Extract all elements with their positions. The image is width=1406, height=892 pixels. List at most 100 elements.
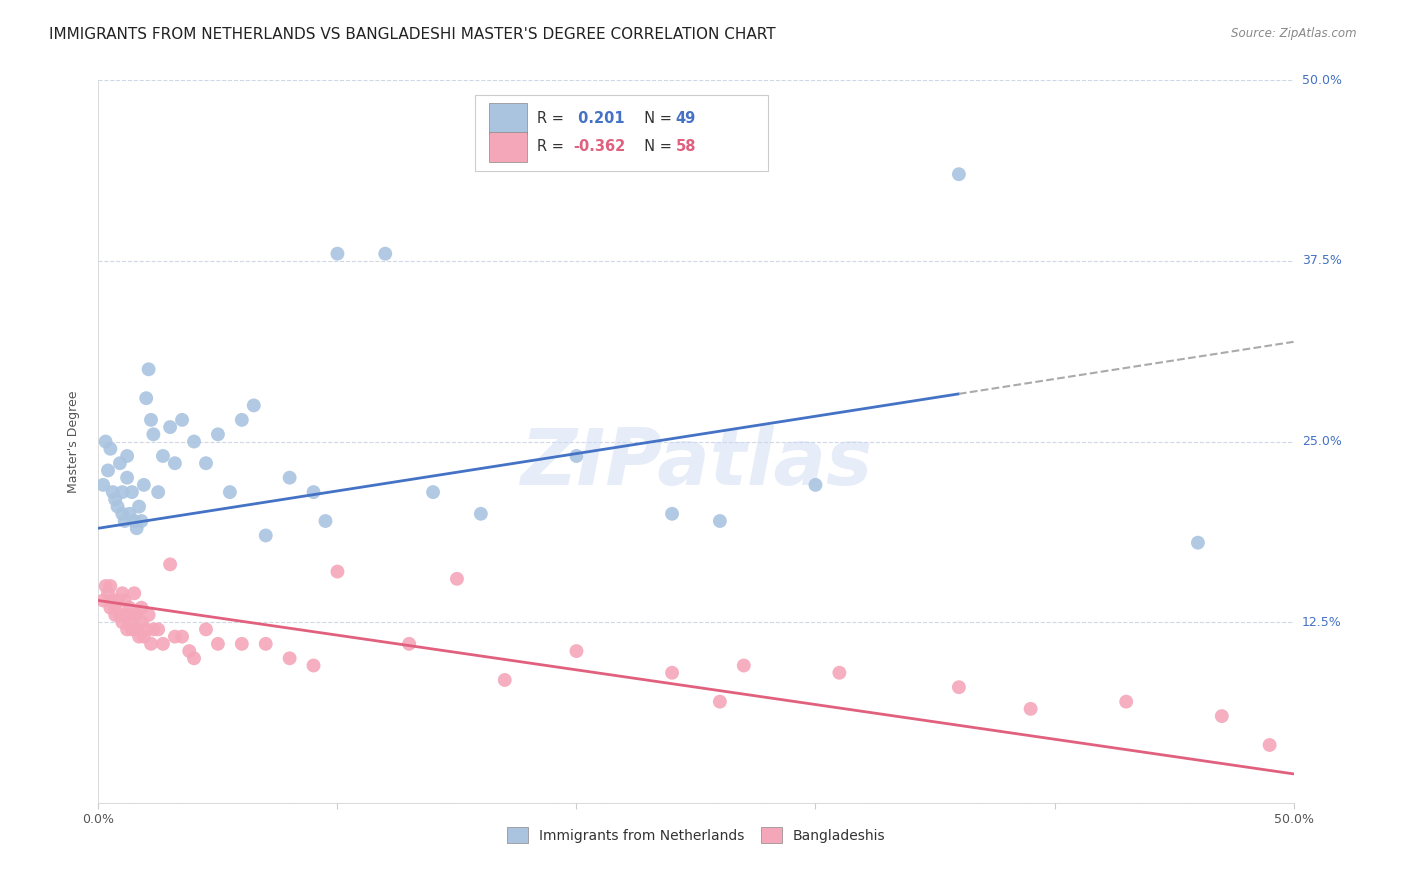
Y-axis label: Master's Degree: Master's Degree xyxy=(67,391,80,492)
Point xyxy=(152,637,174,651)
Point xyxy=(142,623,165,637)
Point xyxy=(97,463,120,477)
Point xyxy=(1019,702,1042,716)
Point xyxy=(398,637,420,651)
Point xyxy=(948,167,970,181)
Point xyxy=(98,442,122,456)
Point xyxy=(565,449,588,463)
Point xyxy=(139,637,162,651)
Text: 49: 49 xyxy=(676,112,696,126)
Point xyxy=(1187,535,1209,549)
Point xyxy=(121,623,143,637)
Point xyxy=(124,607,146,622)
Point xyxy=(231,413,253,427)
Point xyxy=(121,485,143,500)
Point xyxy=(124,586,146,600)
Bar xyxy=(489,132,527,162)
Point xyxy=(101,593,124,607)
Point xyxy=(148,485,170,500)
Point xyxy=(1211,709,1233,723)
Point xyxy=(302,658,325,673)
Point xyxy=(219,485,242,500)
Point xyxy=(125,607,148,622)
Point xyxy=(159,420,181,434)
Point xyxy=(131,600,153,615)
Point xyxy=(104,492,127,507)
Point xyxy=(138,607,160,622)
Text: 37.5%: 37.5% xyxy=(1302,254,1341,268)
Point xyxy=(135,623,157,637)
Point xyxy=(302,485,325,500)
Point xyxy=(114,514,136,528)
Text: 12.5%: 12.5% xyxy=(1302,615,1341,629)
Point xyxy=(118,615,141,630)
Point xyxy=(115,623,138,637)
Point xyxy=(125,623,148,637)
Point xyxy=(91,593,114,607)
Point xyxy=(183,651,205,665)
Point xyxy=(804,478,827,492)
Point xyxy=(98,579,122,593)
Bar xyxy=(489,103,527,134)
Text: -0.362: -0.362 xyxy=(572,139,626,154)
Point xyxy=(128,630,150,644)
Point xyxy=(104,600,127,615)
Point xyxy=(172,630,194,644)
Point xyxy=(326,565,349,579)
Point xyxy=(661,507,683,521)
Point xyxy=(101,485,124,500)
Point xyxy=(828,665,851,680)
Point xyxy=(422,485,444,500)
Point xyxy=(195,623,218,637)
Point xyxy=(494,673,516,687)
Text: Source: ZipAtlas.com: Source: ZipAtlas.com xyxy=(1232,27,1357,40)
Text: R =: R = xyxy=(537,139,568,154)
Text: R =: R = xyxy=(537,112,568,126)
Point xyxy=(98,600,122,615)
Text: ZIPatlas: ZIPatlas xyxy=(520,425,872,501)
Point xyxy=(374,246,396,260)
Point xyxy=(179,644,201,658)
Point xyxy=(172,413,194,427)
Point xyxy=(111,586,134,600)
Point xyxy=(948,680,970,694)
Point xyxy=(315,514,337,528)
Point xyxy=(128,500,150,514)
Point xyxy=(661,665,683,680)
Point xyxy=(132,478,155,492)
FancyBboxPatch shape xyxy=(475,95,768,170)
Point xyxy=(163,630,186,644)
Point xyxy=(709,695,731,709)
Point xyxy=(231,637,253,651)
Legend: Immigrants from Netherlands, Bangladeshis: Immigrants from Netherlands, Bangladeshi… xyxy=(499,820,893,850)
Point xyxy=(159,558,181,572)
Point xyxy=(278,470,301,484)
Point xyxy=(131,615,153,630)
Text: 58: 58 xyxy=(676,139,696,154)
Point xyxy=(163,456,186,470)
Point xyxy=(148,623,170,637)
Point xyxy=(278,651,301,665)
Point xyxy=(131,514,153,528)
Text: IMMIGRANTS FROM NETHERLANDS VS BANGLADESHI MASTER'S DEGREE CORRELATION CHART: IMMIGRANTS FROM NETHERLANDS VS BANGLADES… xyxy=(49,27,776,42)
Point xyxy=(138,362,160,376)
Point xyxy=(733,658,755,673)
Point xyxy=(1258,738,1281,752)
Point xyxy=(142,427,165,442)
Point xyxy=(125,521,148,535)
Point xyxy=(108,456,131,470)
Point xyxy=(243,398,266,412)
Point xyxy=(108,607,131,622)
Point xyxy=(254,528,277,542)
Point xyxy=(97,586,120,600)
Point xyxy=(183,434,205,449)
Point xyxy=(709,514,731,528)
Point xyxy=(470,507,492,521)
Point xyxy=(135,391,157,405)
Point xyxy=(118,600,141,615)
Point xyxy=(115,470,138,484)
Point xyxy=(207,637,229,651)
Text: 50.0%: 50.0% xyxy=(1302,74,1341,87)
Point xyxy=(139,413,162,427)
Point xyxy=(107,593,129,607)
